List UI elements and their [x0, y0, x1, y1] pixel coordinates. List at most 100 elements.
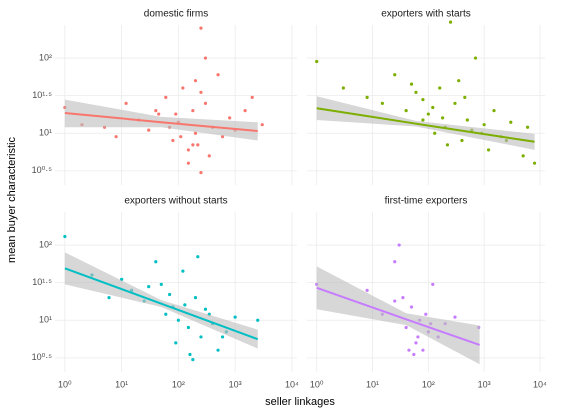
point — [107, 296, 111, 300]
point — [250, 95, 254, 99]
x-tick-label: 10¹ — [115, 379, 128, 389]
point — [414, 341, 418, 345]
point — [486, 148, 491, 152]
y-tick-label: 10¹ — [39, 128, 52, 138]
point — [164, 312, 168, 316]
point — [196, 143, 200, 147]
point — [431, 282, 435, 286]
facet-title: exporters without starts — [124, 196, 227, 207]
point — [460, 138, 464, 143]
point — [393, 73, 397, 77]
point — [181, 269, 185, 273]
x-tick-label: 10² — [422, 379, 435, 389]
point — [181, 86, 185, 90]
point — [203, 307, 208, 311]
point — [393, 299, 397, 303]
x-tick-label: 10⁰ — [310, 379, 324, 389]
point — [171, 138, 175, 143]
point — [407, 348, 411, 352]
point — [179, 135, 183, 139]
point — [433, 131, 437, 135]
point — [183, 303, 187, 307]
point — [186, 161, 190, 165]
x-tick-label: 10⁴ — [533, 379, 547, 389]
point — [473, 56, 478, 60]
fit-line — [64, 267, 259, 341]
point — [199, 170, 203, 175]
x-tick-label: 10⁰ — [58, 379, 72, 389]
point — [440, 116, 445, 120]
point — [186, 148, 190, 152]
y-axis-title: mean buyer characteristic — [6, 137, 18, 263]
point — [154, 260, 158, 264]
point — [228, 116, 232, 120]
x-tick-label: 10³ — [478, 379, 491, 389]
point — [256, 318, 260, 322]
point — [365, 95, 369, 99]
point — [453, 101, 457, 105]
point — [233, 315, 237, 319]
y-tick-label: 10¹·⁵ — [32, 90, 52, 100]
point — [380, 101, 384, 105]
point — [421, 348, 425, 352]
point — [114, 135, 118, 139]
point — [147, 285, 151, 289]
x-tick-label: 10² — [172, 379, 185, 389]
point — [426, 112, 430, 116]
point — [412, 352, 416, 357]
point — [191, 143, 195, 147]
point — [159, 282, 163, 286]
y-tick-label: 10⁰·⁵ — [32, 165, 53, 175]
point — [421, 98, 425, 102]
point — [404, 325, 408, 330]
point — [207, 154, 211, 158]
point — [216, 348, 220, 352]
point — [164, 95, 168, 99]
point — [63, 234, 67, 239]
y-tick-label: 10² — [39, 239, 52, 249]
fit-line — [64, 111, 258, 133]
point — [509, 120, 513, 124]
facet-title: first-time exporters — [385, 196, 468, 207]
point — [220, 135, 225, 139]
point — [401, 296, 405, 300]
point — [243, 109, 247, 113]
point — [482, 123, 486, 127]
confidence-band — [64, 252, 258, 349]
point — [465, 118, 469, 122]
x-tick-label: 10¹ — [366, 379, 379, 389]
y-tick-label: 10¹·⁵ — [32, 277, 52, 287]
point — [453, 315, 457, 319]
point — [525, 125, 530, 129]
point — [147, 128, 151, 132]
point — [203, 56, 208, 60]
point — [216, 73, 220, 77]
point — [521, 154, 525, 158]
point — [492, 109, 496, 113]
point — [414, 90, 418, 94]
point — [154, 109, 158, 113]
point — [365, 288, 369, 292]
point — [199, 335, 203, 339]
point — [431, 105, 435, 110]
point — [199, 26, 203, 30]
facet-title: exporters with starts — [381, 9, 470, 20]
point — [174, 112, 178, 116]
confidence-band — [316, 96, 535, 150]
point — [157, 112, 161, 116]
point — [193, 79, 198, 83]
point — [416, 335, 420, 339]
x-axis-title: seller linkages — [265, 396, 335, 408]
point — [188, 352, 192, 357]
point — [445, 143, 450, 147]
y-tick-label: 10¹ — [39, 315, 52, 325]
point — [167, 292, 172, 297]
point — [124, 101, 128, 105]
point — [424, 312, 428, 316]
confidence-band — [316, 266, 480, 365]
point — [397, 243, 401, 247]
point — [203, 101, 208, 105]
point — [191, 109, 195, 113]
point — [199, 90, 203, 94]
